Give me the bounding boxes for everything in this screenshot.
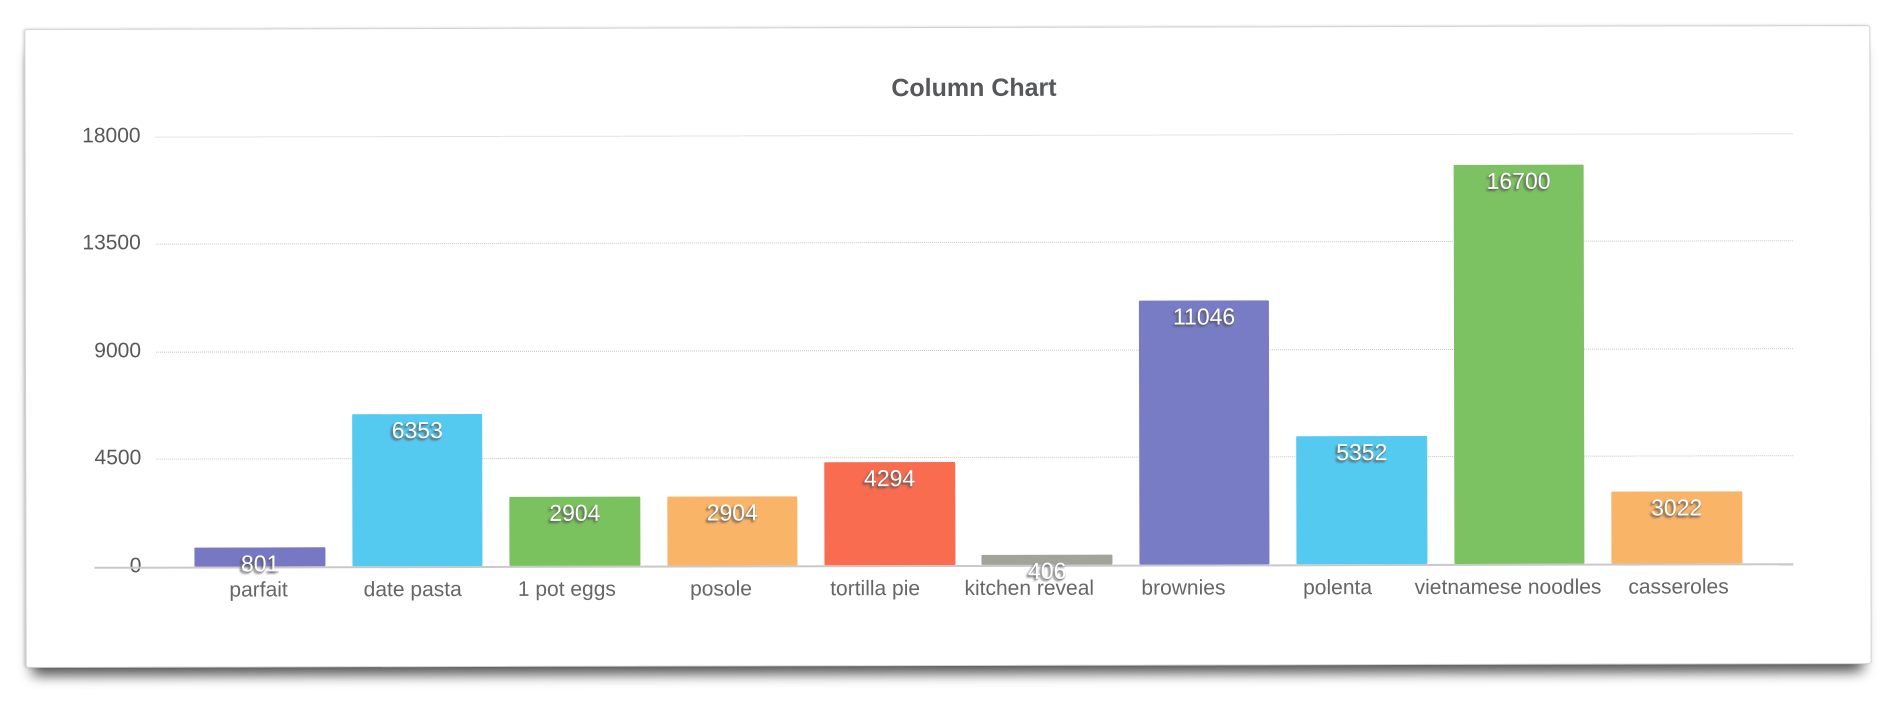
bar-column: 2904 (495, 136, 653, 566)
bar-value-label: 11046 (1172, 303, 1236, 330)
bar-value-label: 2904 (706, 499, 758, 526)
bar-value-label: 2904 (549, 499, 601, 526)
bar-value-label: 6353 (391, 417, 443, 444)
category-label: parfait (229, 578, 288, 602)
y-axis-tick-label: 9000 (94, 339, 142, 363)
bar-column: 6353 (338, 136, 496, 567)
chart-title: Column Chart (891, 73, 1057, 103)
bar-column: 801 (181, 136, 339, 576)
category-label: 1 pot eggs (517, 577, 616, 601)
bar-value-label: 406 (1027, 557, 1067, 584)
y-axis-tick-label: 18000 (82, 124, 141, 148)
bar-column: 2904 (653, 135, 811, 566)
bar (1138, 300, 1270, 565)
bar-column: 3022 (1597, 133, 1755, 564)
y-axis-tick-label: 13500 (82, 231, 141, 255)
category-label: polenta (1303, 576, 1373, 600)
bar-column: 406 (968, 135, 1126, 584)
category-label: posole (690, 577, 752, 601)
category-label: casseroles (1628, 575, 1729, 599)
category-label: brownies (1141, 576, 1226, 600)
category-label: vietnamese noodles (1414, 575, 1602, 600)
bar-value-label: 801 (240, 550, 280, 577)
plot-area: 0450090001350018000 (25, 26, 1869, 577)
y-axis-tick-label: 4500 (94, 446, 142, 470)
chart-card: Column Chart 0450090001350018000 8016353… (24, 25, 1872, 668)
bar-value-label: 3022 (1651, 494, 1703, 521)
bar-column: 5352 (1282, 134, 1440, 565)
bars-container: 801 6353 2904 2904 4294 406 11046 5352 16700 3022 (181, 133, 1756, 584)
bar-value-label: 16700 (1486, 167, 1551, 194)
bar-column: 4294 (810, 135, 968, 566)
bar-column: 11046 (1125, 134, 1283, 565)
bar-column: 16700 (1440, 134, 1598, 564)
bar-value-label: 4294 (863, 465, 916, 492)
bar-value-label: 5352 (1336, 439, 1388, 466)
category-label: date pasta (363, 578, 462, 602)
bar (1453, 164, 1585, 564)
category-label: tortilla pie (830, 577, 921, 601)
